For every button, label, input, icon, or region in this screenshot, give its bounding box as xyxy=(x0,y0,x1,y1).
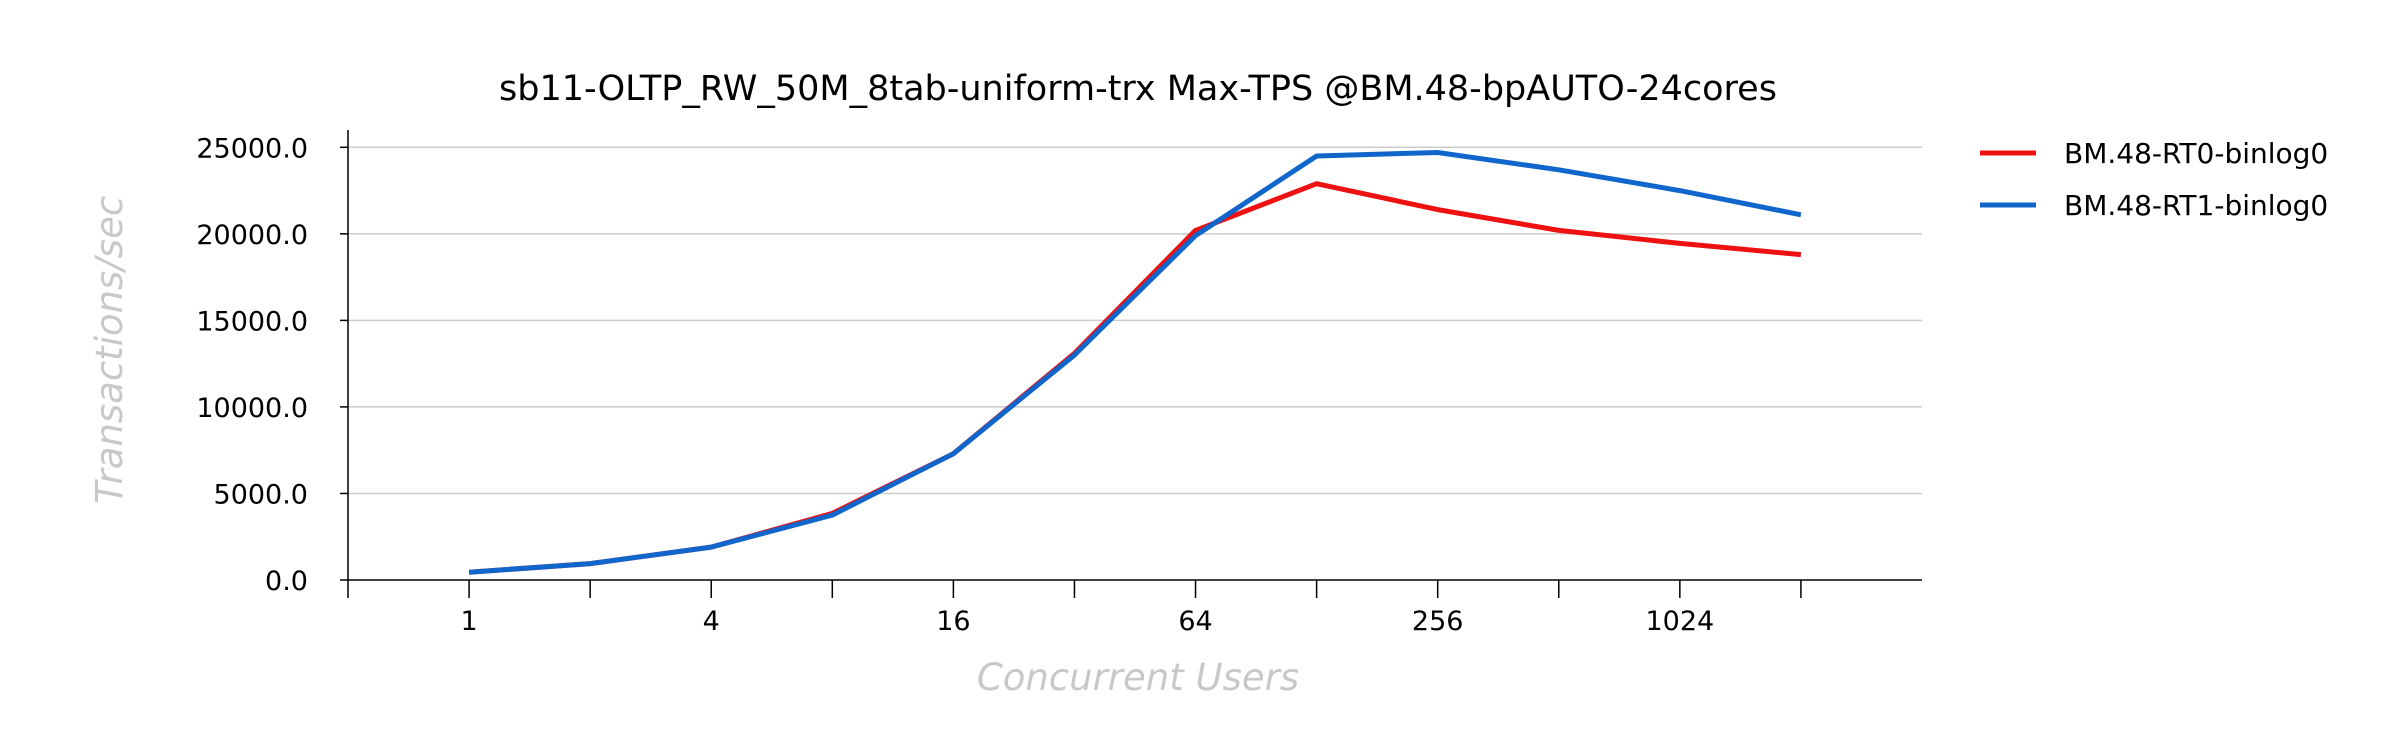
x-axis-ticks: 1 4 16 64 256 1024 xyxy=(347,580,1802,637)
y-axis-label: Transactions/sec xyxy=(88,196,131,504)
x-tick-label: 4 xyxy=(703,606,720,637)
grid-lines xyxy=(348,146,1922,495)
axes xyxy=(347,130,1922,581)
x-tick-label: 16 xyxy=(936,606,970,637)
legend-label-1: BM.48-RT1-binlog0 xyxy=(2064,189,2328,222)
x-tick-label: 1024 xyxy=(1645,606,1714,637)
y-axis-ticks: 0.0 5000.0 10000.0 15000.0 20000.0 25000.0 xyxy=(196,133,348,597)
legend-label-0: BM.48-RT0-binlog0 xyxy=(2064,137,2328,170)
y-tick-label: 15000.0 xyxy=(196,306,308,337)
x-tick-label: 64 xyxy=(1178,606,1212,637)
y-tick-label: 20000.0 xyxy=(196,220,308,251)
series-line-1 xyxy=(468,150,1802,575)
x-tick-label: 1 xyxy=(460,606,477,637)
y-tick-label: 25000.0 xyxy=(196,133,308,164)
y-tick-label: 0.0 xyxy=(265,566,308,597)
x-axis-label: Concurrent Users xyxy=(977,656,1299,699)
y-tick-label: 5000.0 xyxy=(214,479,308,510)
series-line-0 xyxy=(468,181,1802,575)
legend: BM.48-RT0-binlog0 BM.48-RT1-binlog0 xyxy=(1980,137,2328,222)
y-tick-label: 10000.0 xyxy=(196,393,308,424)
chart-title: sb11-OLTP_RW_50M_8tab-uniform-trx Max-TP… xyxy=(499,69,1777,109)
x-tick-label: 256 xyxy=(1412,606,1464,637)
series-lines xyxy=(468,150,1802,575)
